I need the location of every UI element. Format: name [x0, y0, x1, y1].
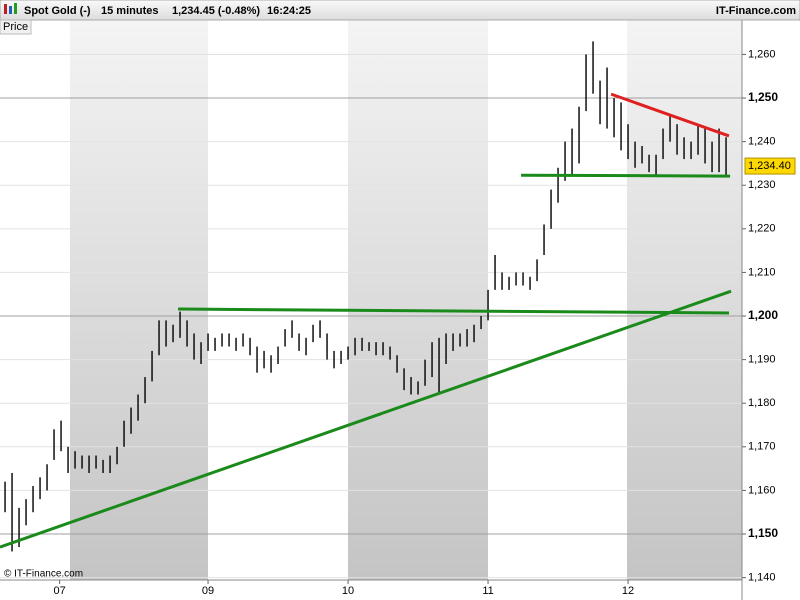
y-tick-label: 1,160: [748, 484, 776, 496]
day-band: [348, 20, 488, 580]
x-tick-label: 09: [202, 585, 214, 597]
day-band: [627, 20, 742, 580]
day-bands: [70, 20, 742, 580]
y-tick-label: 1,230: [748, 179, 776, 191]
interval: 15 minutes: [101, 5, 158, 17]
price-bars: [4, 41, 727, 552]
source: IT-Finance.com: [716, 5, 796, 17]
y-tick-label: 1,210: [748, 266, 776, 278]
y-tick-label: 1,140: [748, 572, 776, 584]
header-bar: [0, 0, 800, 21]
y-label-box: [0, 19, 32, 35]
y-label: Price: [3, 21, 28, 33]
y-tick-label: 1,200: [748, 308, 778, 322]
axes: 1,140 1,150 1,160 1,170 1,180 1,190 1,200 1,210…: [54, 48, 796, 597]
x-tick-label: 07: [54, 585, 66, 597]
last-price-label: 1,234.40: [748, 160, 791, 172]
trendline: [610, 92, 730, 138]
quote: 1,234.45 (-0.48%): [172, 5, 260, 17]
chart-title: Spot Gold (-): [24, 5, 91, 17]
x-tick-label: 11: [482, 585, 493, 597]
y-tick-label: 1,180: [748, 397, 776, 409]
app-icon: [4, 3, 17, 14]
x-tick-label: 10: [342, 585, 354, 597]
y-tick-label: 1,150: [748, 526, 778, 540]
trendlines: [0, 92, 732, 549]
y-tick-label: 1,190: [748, 354, 776, 366]
y-tick-label: 1,250: [748, 90, 778, 104]
trendline: [178, 307, 729, 315]
trendline: [0, 289, 732, 549]
day-band: [70, 20, 208, 580]
last-price-box: [744, 157, 796, 175]
watermark: © IT-Finance.com: [4, 569, 83, 580]
grid: [0, 53, 742, 579]
x-tick-label: 12: [622, 585, 634, 597]
trendline: [521, 173, 731, 178]
y-tick-label: 1,260: [748, 48, 776, 60]
y-tick-label: 1,220: [748, 223, 776, 235]
time: 16:24:25: [267, 5, 311, 17]
y-tick-label: 1,240: [748, 136, 776, 148]
y-tick-label: 1,170: [748, 441, 776, 453]
